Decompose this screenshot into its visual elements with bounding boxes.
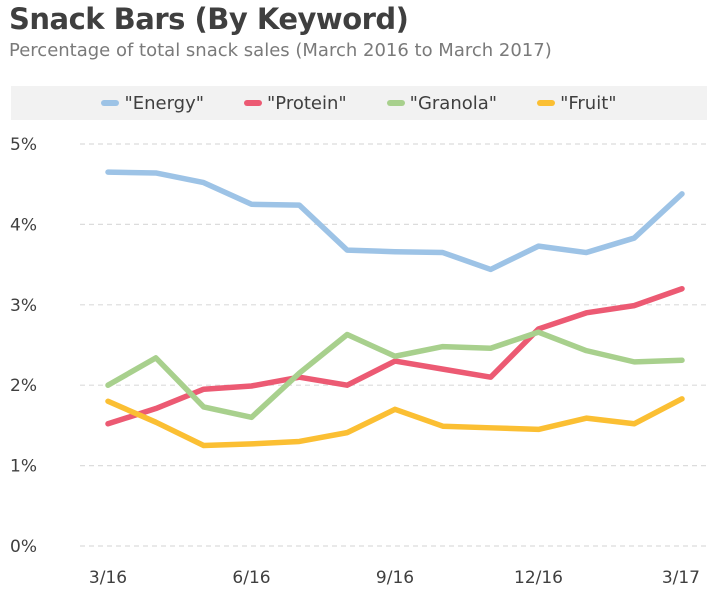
legend-swatch xyxy=(386,100,405,106)
series-line-fruit xyxy=(105,396,685,449)
legend-swatch xyxy=(537,100,556,106)
legend-label: "Energy" xyxy=(124,92,205,114)
series-line-energy xyxy=(105,169,685,273)
y-tick-label: 0% xyxy=(10,537,37,557)
legend-swatch xyxy=(244,100,263,106)
legend-label: "Fruit" xyxy=(560,92,617,114)
y-tick-label: 3% xyxy=(10,296,37,316)
legend-item-protein: "Protein" xyxy=(244,93,347,114)
legend-item-energy: "Energy" xyxy=(101,93,204,114)
chart-title: Snack Bars (By Keyword) xyxy=(9,2,409,36)
x-tick-label: 9/16 xyxy=(376,568,414,588)
y-tick-label: 4% xyxy=(10,215,37,235)
y-tick-label: 1% xyxy=(10,457,37,477)
legend-swatch xyxy=(101,100,120,106)
x-tick-label: 6/16 xyxy=(232,568,270,588)
series-line-granola xyxy=(105,329,685,421)
x-tick-label: 3/16 xyxy=(89,568,127,588)
y-tick-label: 2% xyxy=(10,376,37,396)
chart-subtitle: Percentage of total snack sales (March 2… xyxy=(9,40,552,61)
x-tick-label: 3/17 xyxy=(662,568,700,588)
legend-label: "Protein" xyxy=(267,92,347,114)
y-tick-label: 5% xyxy=(10,135,37,155)
legend-item-fruit: "Fruit" xyxy=(537,92,617,114)
legend-label: "Granola" xyxy=(409,92,498,114)
x-tick-label: 12/16 xyxy=(514,568,563,588)
legend-item-granola: "Granola" xyxy=(386,92,498,114)
legend: "Energy" "Protein" "Granola" "Fruit" xyxy=(11,86,707,120)
